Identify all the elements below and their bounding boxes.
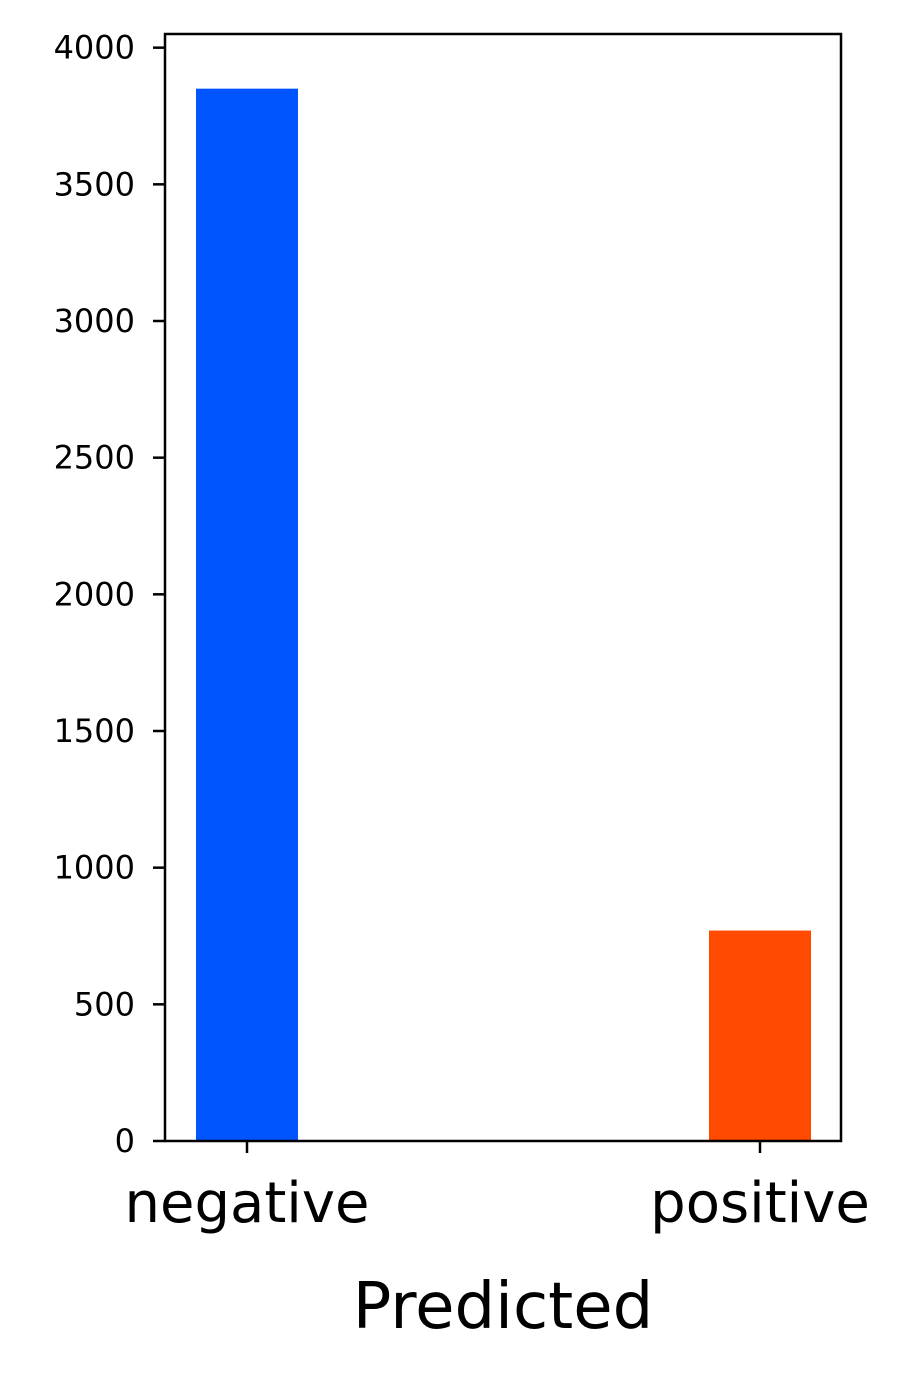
y-tick-label: 0: [115, 1122, 135, 1160]
y-tick-label: 3500: [54, 165, 135, 203]
bars-group: [196, 88, 811, 1142]
bar-positive: [709, 930, 811, 1141]
x-axis-ticks: negative positive: [125, 1141, 870, 1236]
y-tick-label: 4000: [54, 29, 135, 67]
y-tick-label: 2000: [54, 575, 135, 613]
y-tick-label: 1000: [54, 849, 135, 887]
y-tick-label: 2500: [54, 439, 135, 477]
x-tick-label-negative: negative: [125, 1171, 370, 1236]
y-tick-label: 3000: [54, 302, 135, 340]
y-tick-label: 500: [74, 985, 135, 1023]
plot-frame: [163, 32, 843, 1143]
y-tick-label: 1500: [54, 712, 135, 750]
bar-negative: [196, 88, 298, 1142]
x-axis-title: Predicted: [353, 1270, 653, 1344]
y-axis-ticks: 0 500 1000 1500 2000 2500 3000 3500 4000: [54, 29, 165, 1160]
x-tick-label-positive: positive: [650, 1171, 870, 1236]
